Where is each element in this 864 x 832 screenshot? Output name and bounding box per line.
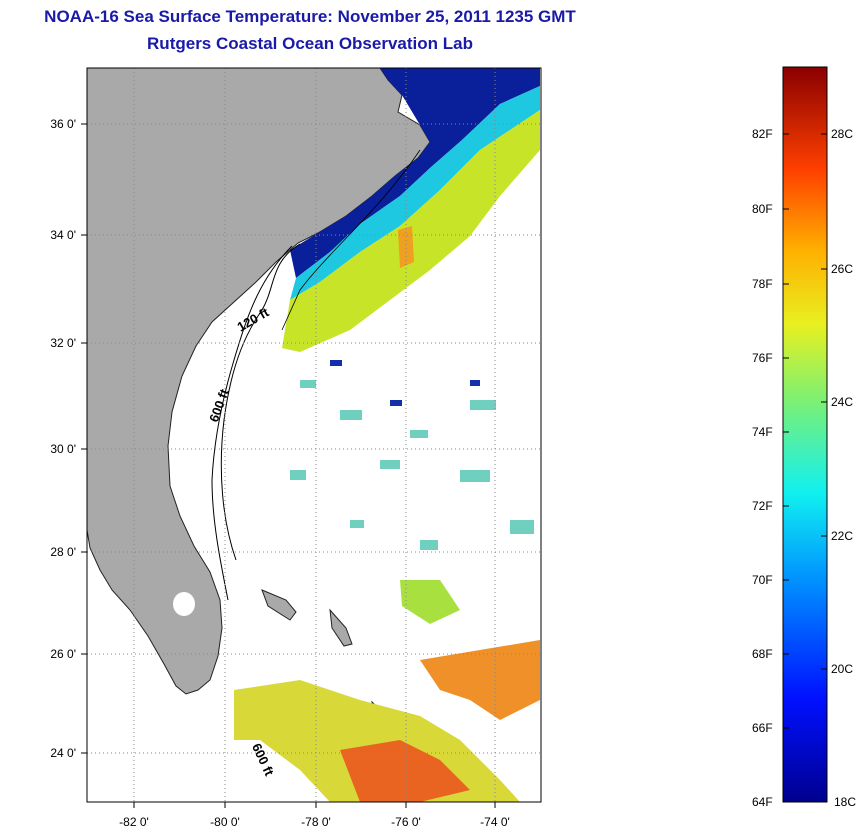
lon-label: -74 0' [480, 815, 510, 829]
colorbar-c-label: 26C [831, 262, 854, 276]
lat-label: 28 0' [50, 545, 76, 559]
colorbar-f-label: 76F [752, 351, 773, 365]
lake-okeechobee [173, 592, 195, 616]
lat-label: 26 0' [50, 647, 76, 661]
colorbar-c-label: 20C [831, 662, 854, 676]
lat-label: 32 0' [50, 336, 76, 350]
sst-scatter-patches [290, 380, 534, 550]
contour-120ft [220, 243, 301, 561]
sst-cold-band [290, 68, 540, 278]
map-subtitle: Rutgers Coastal Ocean Observation Lab [147, 34, 473, 53]
colorbar-f-label: 66F [752, 721, 773, 735]
colorbar-ticks [783, 133, 827, 729]
axis-ticks [81, 123, 496, 808]
contour-600ft [211, 245, 293, 601]
colorbar-c-label: 28C [831, 127, 854, 141]
sst-south-orange [340, 740, 470, 802]
colorbar-f-label: 64F [752, 795, 773, 809]
sst-orange-patch [398, 226, 414, 268]
lat-label: 30 0' [50, 442, 76, 456]
bahamas-island [329, 608, 353, 647]
bahamas-island [261, 589, 297, 621]
lon-label: -82 0' [119, 815, 149, 829]
lon-label: -78 0' [301, 815, 331, 829]
colorbar-f-label: 74F [752, 425, 773, 439]
colorbar-f-label: 80F [752, 202, 773, 216]
colorbar-c-label: 24C [831, 395, 854, 409]
sst-dark-patches [330, 360, 480, 406]
lon-label: -80 0' [210, 815, 240, 829]
colorbar-f-label: 72F [752, 499, 773, 513]
contour-shelf [281, 149, 421, 331]
lat-label: 36 0' [50, 117, 76, 131]
colorbar-c-label: 18C [834, 795, 857, 809]
colorbar-f-label: 82F [752, 127, 773, 141]
sst-south-warm [420, 640, 540, 720]
lat-label: 34 0' [50, 228, 76, 242]
colorbar-f-label: 78F [752, 277, 773, 291]
map-title: NOAA-16 Sea Surface Temperature: Novembe… [44, 7, 576, 26]
lat-label: 24 0' [50, 746, 76, 760]
colorbar [782, 66, 828, 803]
sst-south-green [400, 580, 460, 624]
lon-label: -76 0' [391, 815, 421, 829]
sst-cyan-band [290, 86, 540, 300]
colorbar-c-label: 22C [831, 529, 854, 543]
colorbar-f-label: 68F [752, 647, 773, 661]
colorbar-f-label: 70F [752, 573, 773, 587]
